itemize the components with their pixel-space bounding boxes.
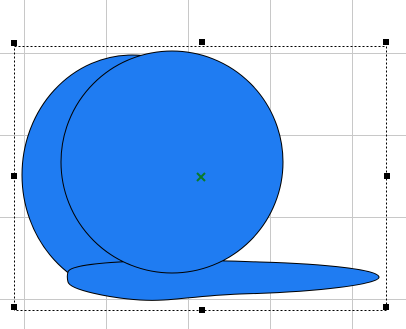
shape-front-circle[interactable] — [60, 50, 284, 274]
handle-bottom-center[interactable] — [199, 307, 205, 313]
shape-base-ellipse[interactable] — [66, 259, 380, 301]
handle-middle-left[interactable] — [11, 173, 17, 179]
handle-bottom-left[interactable] — [11, 304, 17, 310]
selection-handles — [11, 39, 390, 313]
handle-top-left[interactable] — [11, 40, 17, 46]
handle-top-center[interactable] — [199, 39, 205, 45]
handle-bottom-right[interactable] — [383, 304, 389, 310]
x-icon[interactable] — [196, 172, 206, 182]
handle-top-right[interactable] — [383, 39, 389, 45]
handle-middle-right[interactable] — [384, 173, 390, 179]
selected-shape[interactable] — [21, 50, 380, 301]
